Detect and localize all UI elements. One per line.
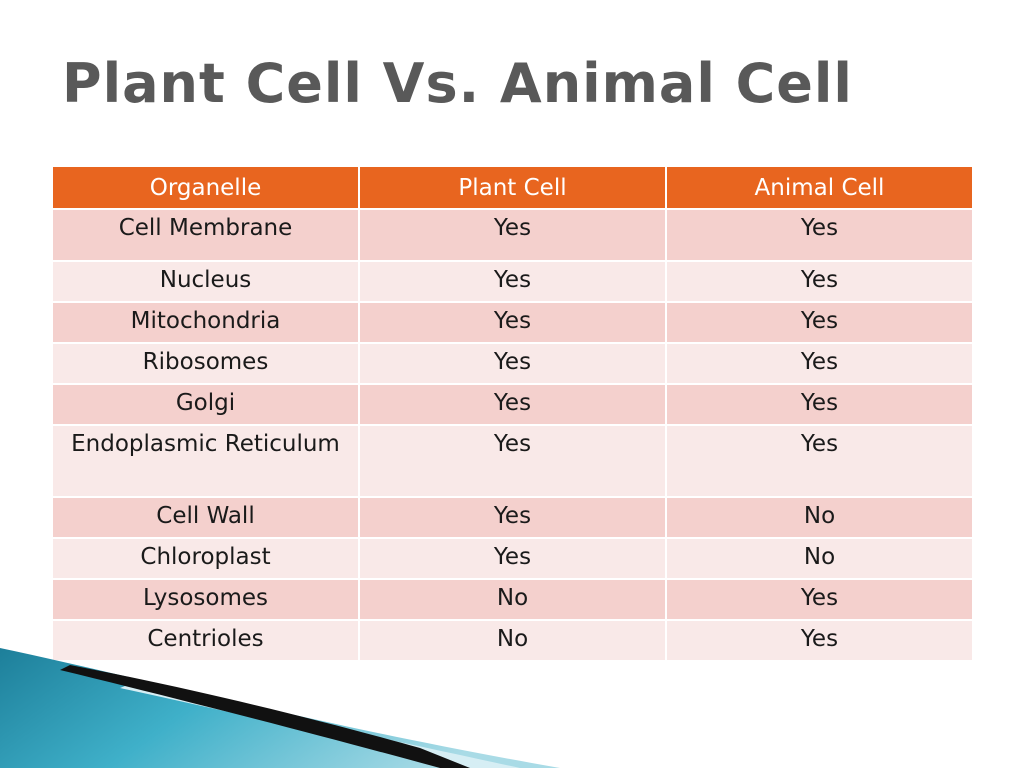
plant-cell-value: Yes <box>358 383 667 426</box>
table-row: Centrioles No Yes <box>51 619 974 662</box>
plant-cell-value: No <box>358 619 667 662</box>
table-row: Cell Membrane Yes Yes <box>51 208 974 262</box>
animal-cell-value: Yes <box>665 578 974 621</box>
animal-cell-value: Yes <box>665 301 974 344</box>
plant-cell-value: Yes <box>358 496 667 539</box>
animal-cell-value: Yes <box>665 619 974 662</box>
organelle-comparison-table: Organelle Plant Cell Animal Cell Cell Me… <box>51 165 974 662</box>
animal-cell-value: No <box>665 537 974 580</box>
animal-cell-value: No <box>665 496 974 539</box>
organelle-cell: Ribosomes <box>51 342 360 385</box>
teal-swoosh-shape <box>0 648 560 768</box>
animal-cell-value: Yes <box>665 342 974 385</box>
plant-cell-value: Yes <box>358 260 667 303</box>
table-row: Chloroplast Yes No <box>51 537 974 580</box>
organelle-cell: Nucleus <box>51 260 360 303</box>
plant-cell-value: Yes <box>358 424 667 498</box>
slide-title: Plant Cell Vs. Animal Cell <box>62 52 853 115</box>
table-row: Mitochondria Yes Yes <box>51 301 974 344</box>
header-organelle: Organelle <box>51 165 360 210</box>
organelle-cell: Endoplasmic Reticulum <box>51 424 360 498</box>
organelle-cell: Chloroplast <box>51 537 360 580</box>
plant-cell-value: Yes <box>358 208 667 262</box>
plant-cell-value: Yes <box>358 537 667 580</box>
animal-cell-value: Yes <box>665 208 974 262</box>
organelle-cell: Cell Wall <box>51 496 360 539</box>
organelle-cell: Lysosomes <box>51 578 360 621</box>
organelle-cell: Mitochondria <box>51 301 360 344</box>
table-row: Ribosomes Yes Yes <box>51 342 974 385</box>
organelle-cell: Golgi <box>51 383 360 426</box>
organelle-cell: Cell Membrane <box>51 208 360 262</box>
table-row: Endoplasmic Reticulum Yes Yes <box>51 424 974 498</box>
organelle-cell: Centrioles <box>51 619 360 662</box>
plant-cell-value: Yes <box>358 301 667 344</box>
table-row: Nucleus Yes Yes <box>51 260 974 303</box>
header-plant-cell: Plant Cell <box>358 165 667 210</box>
table-row: Cell Wall Yes No <box>51 496 974 539</box>
animal-cell-value: Yes <box>665 383 974 426</box>
table-header-row: Organelle Plant Cell Animal Cell <box>51 165 974 210</box>
plant-cell-value: No <box>358 578 667 621</box>
table-row: Golgi Yes Yes <box>51 383 974 426</box>
animal-cell-value: Yes <box>665 424 974 498</box>
black-swoosh-stroke <box>60 665 470 768</box>
plant-cell-value: Yes <box>358 342 667 385</box>
header-animal-cell: Animal Cell <box>665 165 974 210</box>
animal-cell-value: Yes <box>665 260 974 303</box>
table-row: Lysosomes No Yes <box>51 578 974 621</box>
